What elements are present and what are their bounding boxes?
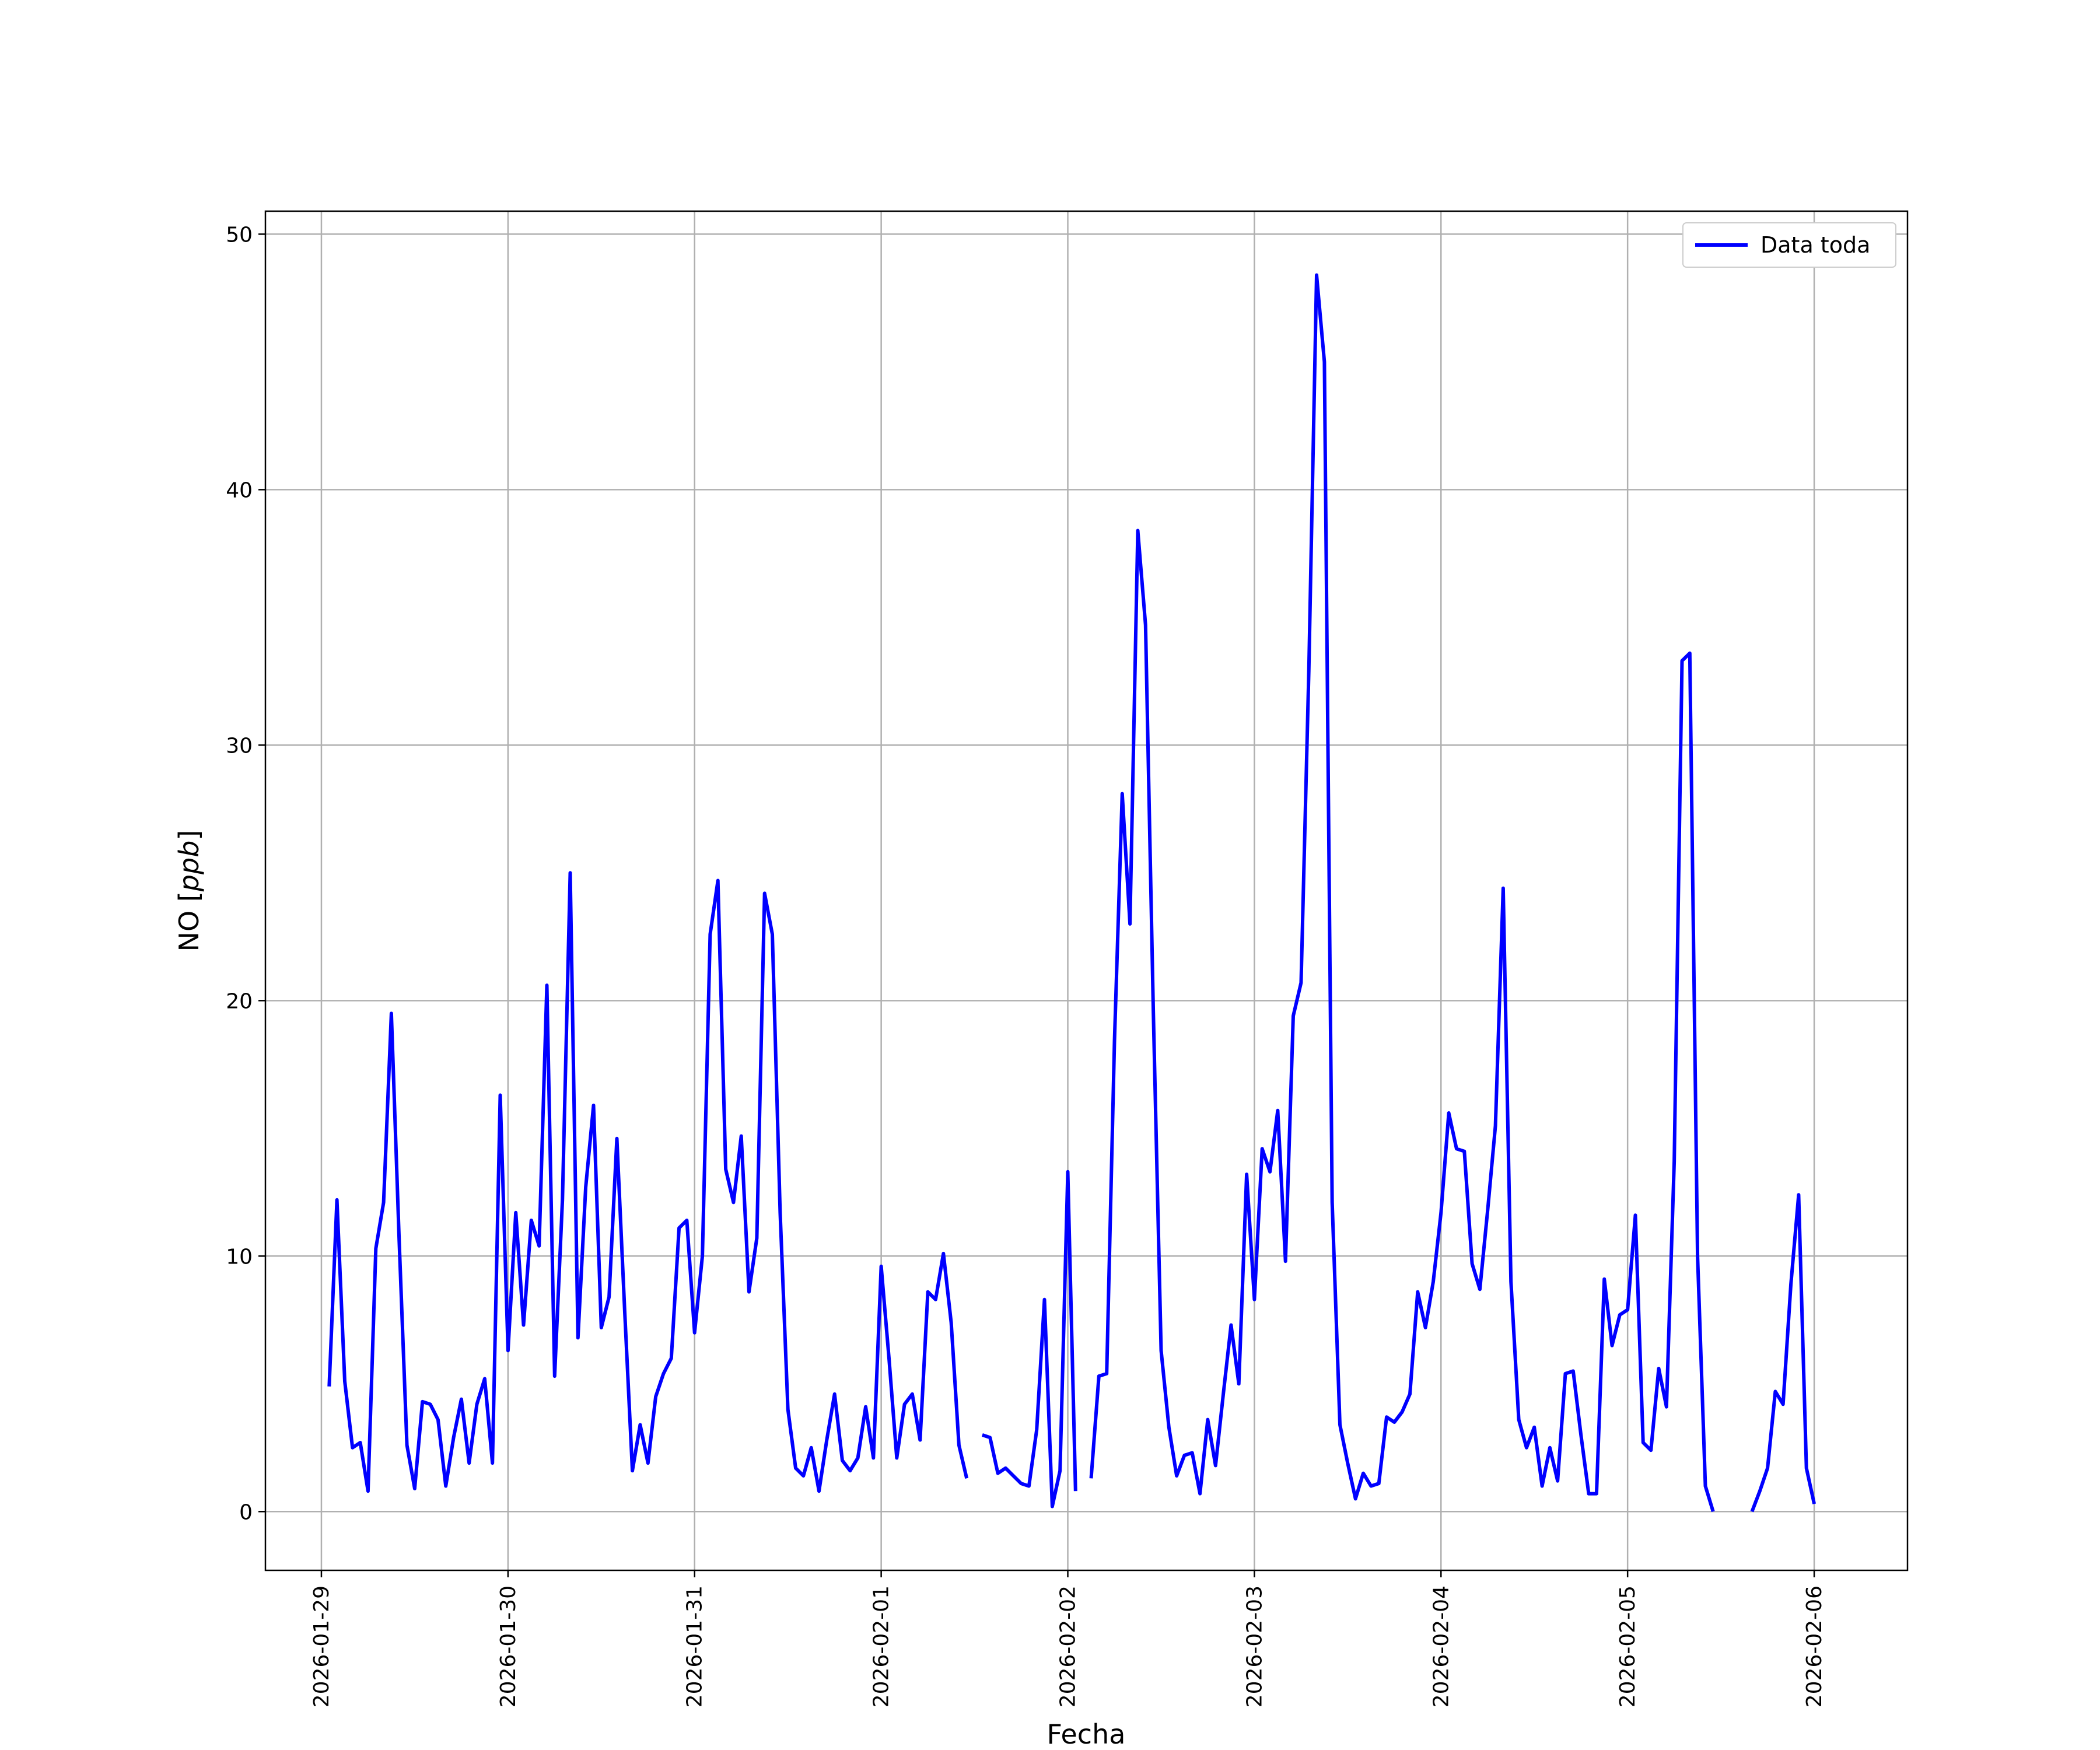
plot-frame [264,210,1909,1572]
x-tick-label: 2026-02-06 [1803,1586,1826,1707]
y-tick-label: 30 [226,734,253,758]
series-layer [327,273,1817,1513]
x-tick-label: 2026-02-02 [1056,1586,1080,1707]
plot-area [265,211,1908,1570]
y-tick-label: 0 [239,1500,253,1524]
legend-box [1682,222,1896,268]
series-line-0 [327,273,1817,1513]
x-axis: 2026-01-29 2026-01-30 2026-01-31 2026-02-01… [310,1570,1826,1707]
legend-label: Data toda [1760,232,1870,258]
x-tick-label: 2026-01-31 [683,1586,707,1707]
y-tick-label: 50 [226,223,253,247]
y-tick-label: 20 [226,989,253,1013]
grid [265,211,1908,1570]
x-tick-label: 2026-02-04 [1429,1586,1453,1707]
y-axis-label-unit: ppb [173,841,205,892]
x-axis-label: Fecha [1047,1718,1126,1750]
y-axis-label-main: NO [ [173,891,205,951]
y-axis-label-close: ] [173,830,205,841]
x-tick-label: 2026-02-05 [1616,1586,1640,1707]
x-tick-label: 2026-01-30 [496,1586,520,1707]
legend: Data toda [1682,222,1896,268]
y-axis: 0 10 20 30 40 50 [226,223,265,1524]
y-tick-label: 10 [226,1245,253,1269]
x-tick-label: 2026-02-01 [870,1586,894,1707]
x-tick-label: 2026-02-03 [1242,1586,1266,1707]
y-tick-label: 40 [226,478,253,502]
y-axis-label: NO [ppb] [173,830,205,952]
x-tick-label: 2026-01-29 [310,1586,334,1707]
